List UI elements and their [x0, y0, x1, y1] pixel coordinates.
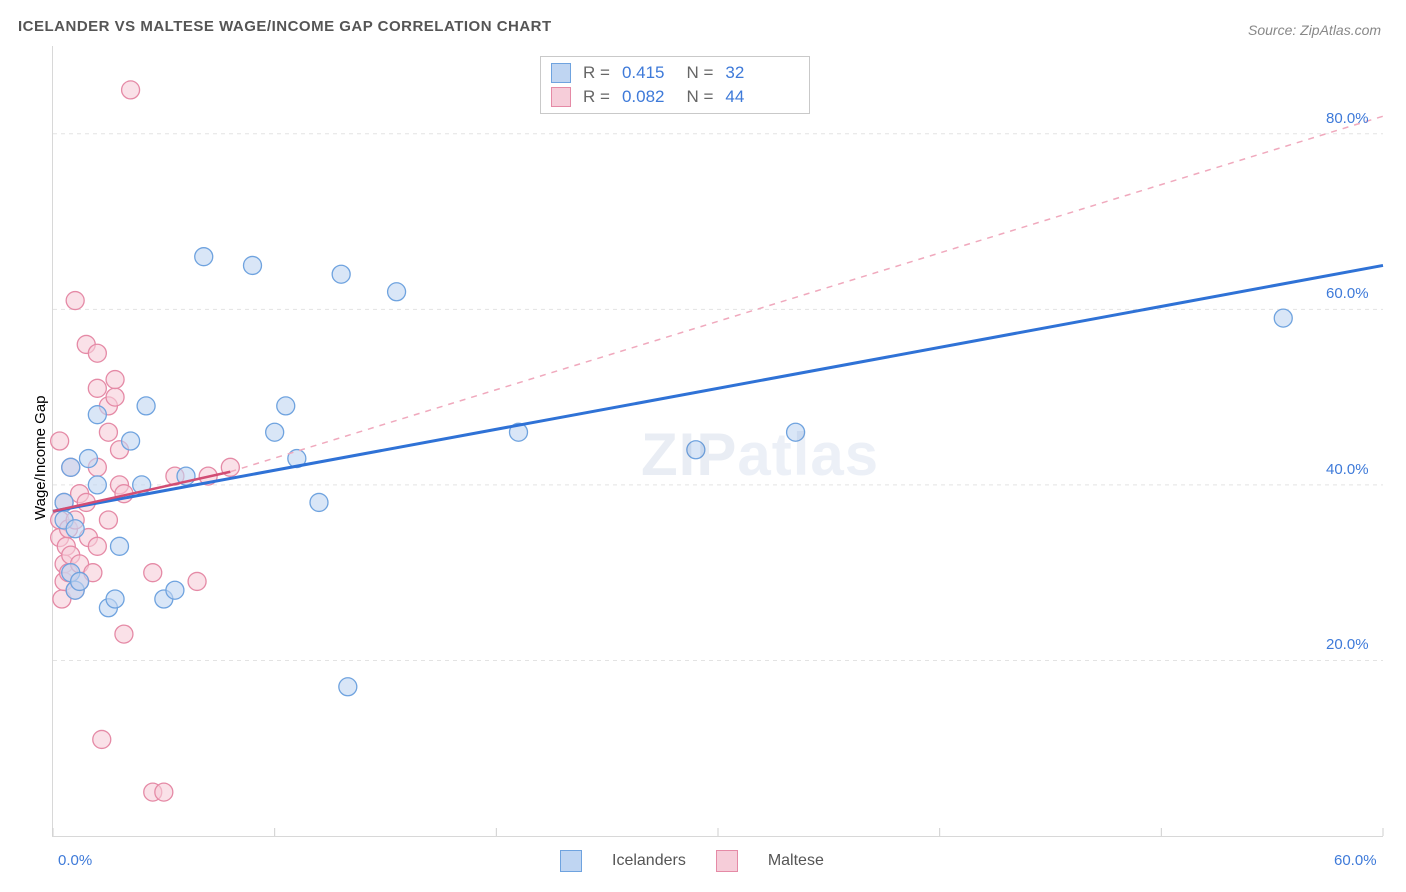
x-tick-label: 0.0%: [58, 852, 92, 869]
legend-swatch-maltese: [716, 850, 738, 872]
stat-r-value-2: 0.082: [622, 85, 665, 109]
stat-r-value-1: 0.415: [622, 61, 665, 85]
swatch-icelanders: [551, 63, 571, 83]
x-tick-label: 60.0%: [1334, 852, 1377, 869]
scatter-plot: ZIPatlas: [52, 46, 1383, 837]
legend-label-maltese: Maltese: [768, 852, 824, 870]
stat-n-value-1: 32: [725, 61, 744, 85]
stat-r-label-1: R =: [583, 61, 610, 85]
legend-label-icelanders: Icelanders: [612, 852, 686, 870]
y-axis-label: Wage/Income Gap: [32, 395, 49, 520]
stats-row-maltese: R = 0.082 N = 44: [551, 85, 799, 109]
y-tick-label: 60.0%: [1326, 285, 1369, 302]
stat-r-label-2: R =: [583, 85, 610, 109]
correlation-stats-box: R = 0.415 N = 32 R = 0.082 N = 44: [540, 56, 810, 114]
source-value: ZipAtlas.com: [1300, 22, 1381, 38]
plot-svg: [53, 46, 1383, 836]
legend-swatch-icelanders: [560, 850, 582, 872]
stat-n-value-2: 44: [725, 85, 744, 109]
source-attribution: Source: ZipAtlas.com: [1248, 22, 1381, 38]
stat-n-label-1: N =: [686, 61, 713, 85]
source-label: Source:: [1248, 22, 1300, 38]
chart-title: ICELANDER VS MALTESE WAGE/INCOME GAP COR…: [18, 18, 552, 35]
swatch-maltese: [551, 87, 571, 107]
y-tick-label: 40.0%: [1326, 461, 1369, 478]
series-legend: Icelanders Maltese: [560, 850, 824, 872]
y-tick-label: 20.0%: [1326, 636, 1369, 653]
y-tick-label: 80.0%: [1326, 110, 1369, 127]
stat-n-label-2: N =: [686, 85, 713, 109]
stats-row-icelanders: R = 0.415 N = 32: [551, 61, 799, 85]
